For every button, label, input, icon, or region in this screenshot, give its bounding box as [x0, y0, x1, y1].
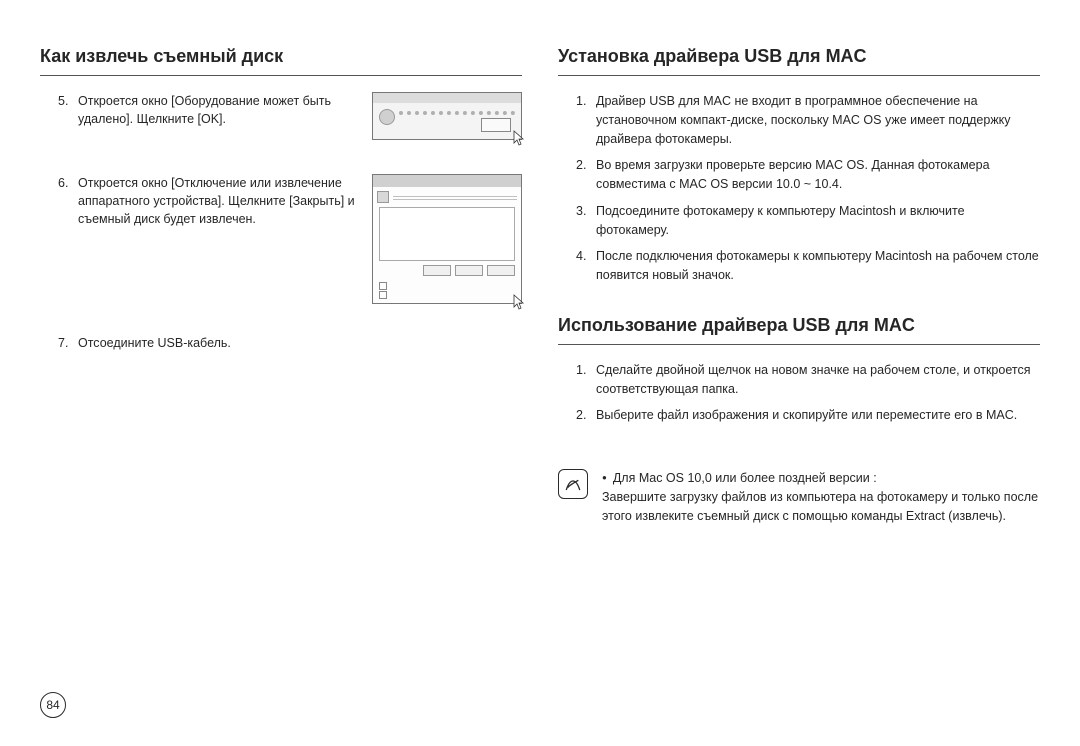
right-column: Установка драйвера USB для MAC 1.Драйвер… [558, 46, 1040, 525]
list-item: 2.Выберите файл изображения и скопируйте… [576, 406, 1040, 425]
list-item: 2.Во время загрузки проверьте версию MAC… [576, 156, 1040, 194]
note-text: Для Mac OS 10,0 или более поздней версии… [602, 469, 1040, 525]
list-item: 4.После подключения фотокамеры к компьют… [576, 247, 1040, 285]
step-number: 5. [58, 92, 78, 128]
dialog-screenshot-2 [372, 174, 522, 304]
section2-list: 1.Сделайте двойной щелчок на новом значк… [558, 361, 1040, 425]
step-text: Откроется окно [Оборудование может быть … [78, 92, 364, 128]
note-icon [558, 469, 588, 499]
section1-list: 1.Драйвер USB для MAC не входит в програ… [558, 92, 1040, 285]
list-item: 1.Драйвер USB для MAC не входит в програ… [576, 92, 1040, 148]
step-text: Откроется окно [Отключение или извлечени… [78, 174, 364, 228]
step-number: 7. [58, 334, 78, 352]
note-box: Для Mac OS 10,0 или более поздней версии… [558, 469, 1040, 525]
cursor-icon [512, 130, 528, 146]
list-item: 3.Подсоедините фотокамеру к компьютеру M… [576, 202, 1040, 240]
cursor-icon [512, 294, 528, 310]
step-5: 5. Откроется окно [Оборудование может бы… [40, 92, 522, 140]
step-number: 6. [58, 174, 78, 228]
left-column: Как извлечь съемный диск 5. Откроется ок… [40, 46, 522, 525]
right-section2-title: Использование драйвера USB для MAC [558, 315, 1040, 345]
list-item: 1.Сделайте двойной щелчок на новом значк… [576, 361, 1040, 399]
step-6: 6. Откроется окно [Отключение или извлеч… [40, 174, 522, 304]
left-section-title: Как извлечь съемный диск [40, 46, 522, 76]
step-text: Отсоедините USB-кабель. [78, 334, 522, 352]
two-column-layout: Как извлечь съемный диск 5. Откроется ок… [40, 46, 1040, 525]
dialog-screenshot-1 [372, 92, 522, 140]
page-number: 84 [40, 692, 66, 718]
right-section1-title: Установка драйвера USB для MAC [558, 46, 1040, 76]
step-7: 7. Отсоедините USB-кабель. [40, 334, 522, 352]
